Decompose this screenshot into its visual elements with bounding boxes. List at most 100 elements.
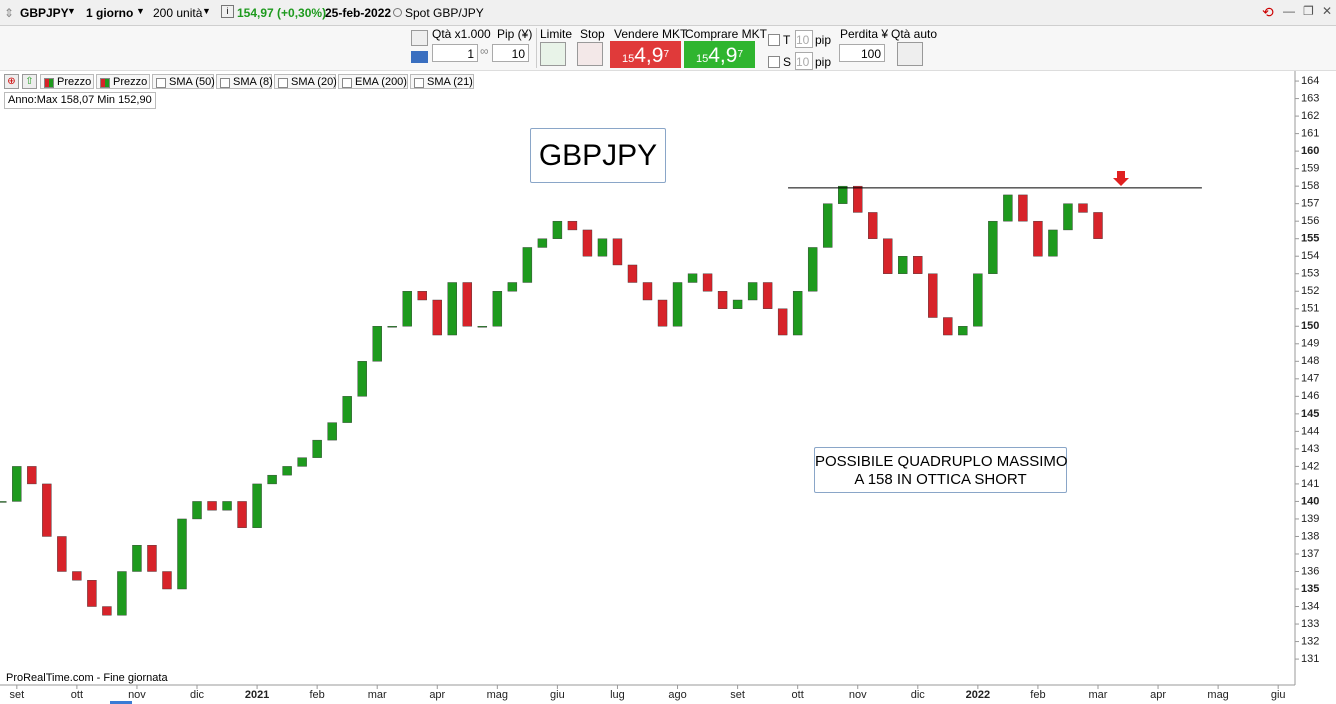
y-tick-label: 159 xyxy=(1301,163,1319,175)
legend-item[interactable]: Prezzo xyxy=(96,74,150,89)
keypad-icon[interactable] xyxy=(411,51,428,63)
candle xyxy=(222,501,232,511)
maximize[interactable]: ❐ xyxy=(1303,4,1314,18)
buy-label: Comprare MKT xyxy=(685,27,768,41)
y-tick-label: 138 xyxy=(1301,530,1319,542)
minimize[interactable]: — xyxy=(1283,4,1295,18)
candle xyxy=(402,291,412,327)
sync-icon[interactable]: ⟲ xyxy=(1262,4,1274,20)
legend-label: SMA (50) xyxy=(169,76,215,88)
y-tick-label: 152 xyxy=(1301,285,1319,297)
candle xyxy=(612,238,623,266)
y-tick-label: 144 xyxy=(1301,425,1319,437)
checkbox[interactable] xyxy=(768,34,780,46)
sell-button[interactable]: 154,97 xyxy=(610,41,681,68)
annotation-line: A 158 IN OTTICA SHORT xyxy=(854,471,1027,488)
legend-item[interactable]: SMA (50) xyxy=(152,74,215,89)
dropdown[interactable]: ▼ xyxy=(67,6,76,16)
dropdown[interactable]: ▼ xyxy=(136,6,145,16)
period[interactable]: 1 giorno xyxy=(86,6,134,20)
limit-button[interactable] xyxy=(540,42,566,66)
candle xyxy=(237,501,247,528)
legend-item[interactable]: SMA (21) xyxy=(410,74,474,89)
legend-checkbox[interactable] xyxy=(220,78,230,88)
candle xyxy=(657,299,668,327)
auto-qty-label: Qtà auto xyxy=(891,27,938,41)
candle xyxy=(732,299,743,309)
legend-label: SMA (20) xyxy=(291,76,337,88)
candle xyxy=(702,273,713,292)
x-tick-label: ott xyxy=(792,689,804,701)
legend-checkbox[interactable] xyxy=(414,78,424,88)
y-tick-label: 157 xyxy=(1301,198,1319,210)
buy-price-main: 4,9 xyxy=(708,44,738,67)
arrow-down xyxy=(1113,171,1129,186)
legend-item[interactable]: Prezzo xyxy=(40,74,94,89)
legend-item[interactable]: SMA (20) xyxy=(274,74,337,89)
candle xyxy=(147,545,157,572)
legend-checkbox[interactable] xyxy=(156,78,166,88)
dropdown[interactable]: ▼ xyxy=(202,6,211,16)
x-tick-label: apr xyxy=(429,689,445,701)
symbol[interactable]: GBPJPY xyxy=(20,6,69,20)
candle xyxy=(597,238,608,257)
candle xyxy=(883,238,893,274)
legend-checkbox[interactable] xyxy=(44,78,54,88)
top-toolbar: ⇕ GBPJPY ▼ 1 giorno ▼ 200 unità ▼ i 154,… xyxy=(0,0,1336,26)
candle xyxy=(1048,229,1058,257)
y-tick-label: 143 xyxy=(1301,443,1319,455)
loss-input[interactable]: 100 xyxy=(839,44,885,62)
candle xyxy=(507,282,518,292)
pip-input[interactable]: 10 xyxy=(492,44,529,62)
candle xyxy=(822,203,833,248)
x-tick-label: giu xyxy=(1271,689,1286,701)
x-tick-label: apr xyxy=(1150,689,1166,701)
legend-button[interactable]: ⊕ xyxy=(4,74,19,89)
candle xyxy=(552,220,563,239)
candle xyxy=(297,457,307,467)
buy-button[interactable]: 154,97 xyxy=(684,41,755,68)
info-icon[interactable]: i xyxy=(221,5,234,18)
checkbox[interactable] xyxy=(768,56,780,68)
y-tick-label: 145 xyxy=(1301,408,1319,420)
stop-button[interactable] xyxy=(577,42,603,66)
legend-checkbox[interactable] xyxy=(278,78,288,88)
y-tick-label: 160 xyxy=(1301,145,1319,157)
s-input[interactable]: 10 xyxy=(795,52,813,70)
qty-input[interactable]: 1 xyxy=(432,44,478,62)
footer: ProRealTime.com - Fine giornata xyxy=(6,672,168,684)
y-tick-label: 162 xyxy=(1301,110,1319,122)
legend-checkbox[interactable] xyxy=(100,78,110,88)
candle xyxy=(958,326,968,336)
legend-item[interactable]: EMA (200) xyxy=(338,74,408,89)
candle xyxy=(432,299,442,336)
candle xyxy=(342,396,352,423)
units[interactable]: 200 unità xyxy=(153,6,203,20)
buy-price-head: 15 xyxy=(695,53,709,65)
legend-label: SMA (21) xyxy=(427,76,473,88)
x-tick-label: feb xyxy=(309,689,324,701)
x-tick-label: set xyxy=(9,689,24,701)
legend-checkbox[interactable] xyxy=(342,78,352,88)
y-tick-label: 139 xyxy=(1301,513,1319,525)
x-tick-label: set xyxy=(730,689,745,701)
radio[interactable] xyxy=(393,8,402,17)
link-icon[interactable]: ∞ xyxy=(480,44,489,58)
close[interactable]: ✕ xyxy=(1322,4,1333,18)
x-tick-label: mag xyxy=(1207,689,1228,701)
pip-label: Pip (¥) xyxy=(497,27,533,41)
candle xyxy=(762,282,773,309)
tool-icon[interactable] xyxy=(411,30,428,46)
t-input[interactable]: 10 xyxy=(795,30,813,48)
sell-price-tail: 7 xyxy=(663,49,669,60)
legend-button[interactable]: ⇧ xyxy=(22,74,37,89)
candle xyxy=(312,439,322,458)
auto-qty-button[interactable] xyxy=(897,42,923,66)
candle xyxy=(567,220,578,231)
candle xyxy=(838,185,848,204)
scroll xyxy=(110,701,132,704)
s-label: S xyxy=(783,55,792,69)
candle xyxy=(1063,203,1073,231)
sell-price-main: 4,9 xyxy=(634,44,664,67)
legend-item[interactable]: SMA (8) xyxy=(216,74,273,89)
